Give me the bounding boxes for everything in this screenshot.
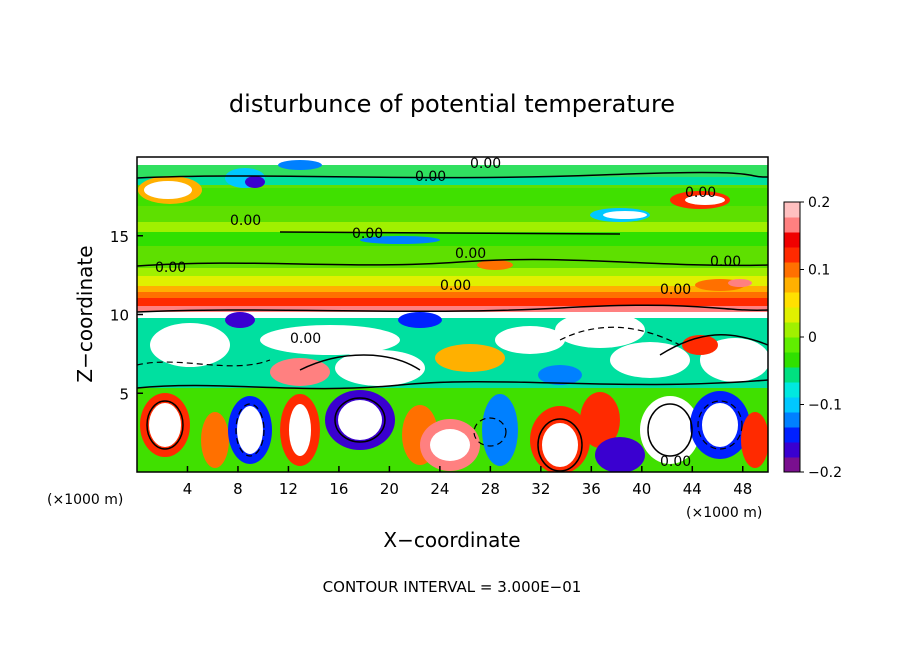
colorbar-tick-label: 0.1 (808, 263, 830, 279)
y-tick-label: 15 (110, 228, 129, 246)
contour-labels: 0.00 0.00 0.00 0.00 0.00 0.00 0.00 0.00 … (155, 156, 741, 470)
colorbar-swatch (784, 382, 800, 398)
x-unit-left: (×1000 m) (47, 492, 123, 508)
contour-label: 0.00 (230, 213, 261, 229)
colorbar-tick-label: 0.2 (808, 195, 830, 211)
contour-label: 0.00 (352, 226, 383, 242)
colorbar-tick-label: −0.1 (808, 398, 842, 414)
contour-label: 0.00 (660, 454, 691, 470)
x-tick-label: 28 (481, 480, 500, 498)
contour-label: 0.00 (415, 169, 446, 185)
chart-title: disturbunce of potential temperature (229, 90, 675, 118)
colorbar-tick-label: 0 (808, 330, 817, 346)
x-tick-label: 24 (430, 480, 449, 498)
colorbar-swatch (784, 337, 800, 353)
contour-label: 0.00 (660, 282, 691, 298)
colorbar-swatch (784, 232, 800, 248)
x-tick-label: 16 (329, 480, 348, 498)
y-axis-label: Z−coordinate (73, 245, 97, 382)
x-tick-label: 44 (683, 480, 702, 498)
y-axis-ticks: 5 10 15 (110, 228, 143, 403)
x-tick-label: 8 (233, 480, 243, 498)
colorbar-tick-label: −0.2 (808, 465, 842, 481)
x-tick-label: 4 (183, 480, 193, 498)
x-tick-label: 12 (279, 480, 298, 498)
x-tick-label: 20 (380, 480, 399, 498)
colorbar-swatch (784, 217, 800, 233)
contour-interval-note: CONTOUR INTERVAL = 3.000E−01 (323, 578, 582, 596)
colorbar-swatch (784, 262, 800, 278)
y-tick-label: 10 (110, 307, 129, 325)
colorbar-swatch (784, 322, 800, 338)
contour-label: 0.00 (290, 331, 321, 347)
x-tick-label: 32 (531, 480, 550, 498)
contour-label: 0.00 (440, 278, 471, 294)
colorbar-swatch (784, 397, 800, 413)
contour-label: 0.00 (685, 185, 716, 201)
colorbar-swatch (784, 457, 800, 473)
colorbar: 0.2 0.1 0 −0.1 −0.2 (783, 195, 842, 481)
contour-label: 0.00 (470, 156, 501, 172)
x-axis-ticks: 4 8 12 16 20 24 28 32 36 40 44 48 (183, 466, 752, 498)
y-tick-label: 5 (119, 385, 129, 403)
colorbar-swatch (784, 292, 800, 308)
x-tick-label: 36 (582, 480, 601, 498)
colorbar-swatch (784, 202, 800, 218)
colorbar-swatch (784, 277, 800, 293)
colorbar-swatch (784, 412, 800, 428)
contour-label: 0.00 (155, 260, 186, 276)
colorbar-swatch (784, 367, 800, 383)
colorbar-swatch (784, 427, 800, 443)
colorbar-swatch (784, 442, 800, 458)
colorbar-swatch (784, 247, 800, 263)
contour-label: 0.00 (710, 254, 741, 270)
field-plot: 0.00 0.00 0.00 0.00 0.00 0.00 0.00 0.00 … (137, 156, 768, 472)
x-tick-label: 48 (733, 480, 752, 498)
colorbar-swatch (784, 307, 800, 323)
colorbar-swatch (784, 352, 800, 368)
x-unit-right: (×1000 m) (686, 505, 762, 521)
x-tick-label: 40 (632, 480, 651, 498)
x-axis-label: X−coordinate (383, 528, 520, 552)
contour-label: 0.00 (455, 246, 486, 262)
